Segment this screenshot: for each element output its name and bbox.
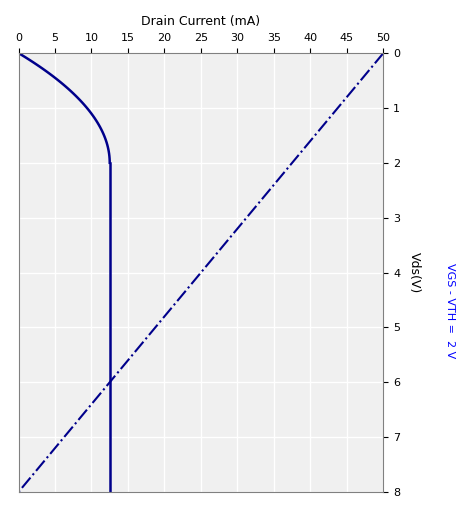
Y-axis label: Vds(V): Vds(V): [408, 252, 421, 293]
Text: 2 V: 2 V: [445, 340, 455, 358]
X-axis label: Drain Current (mA): Drain Current (mA): [141, 15, 261, 28]
Text: VGS - VTH =: VGS - VTH =: [445, 263, 455, 332]
